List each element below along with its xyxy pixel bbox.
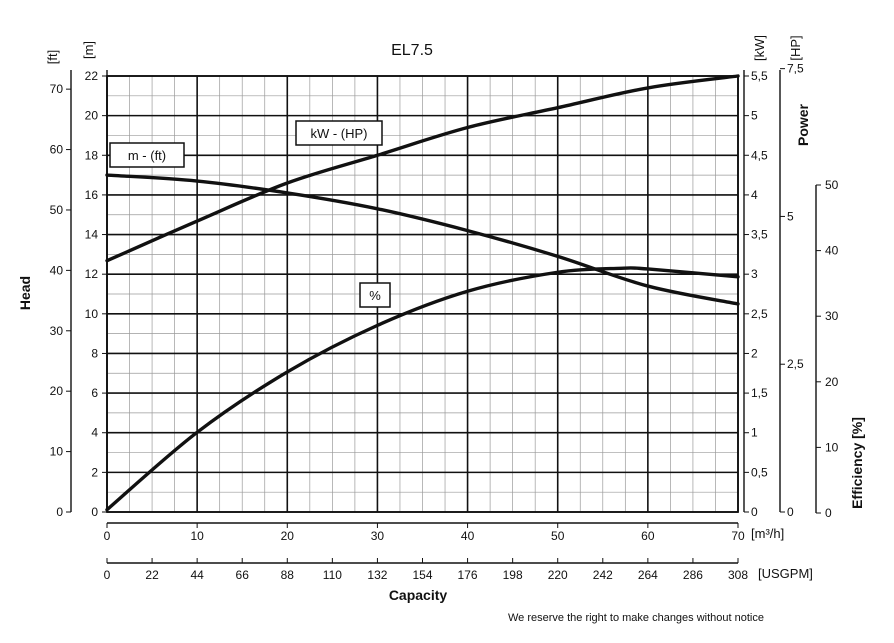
usgpm-tick-label: 286 (683, 568, 703, 582)
hp-tick-label: 7,5 (787, 62, 804, 76)
capacity-axis-title: Capacity (389, 587, 448, 603)
disclaimer-note: We reserve the right to make changes wit… (508, 612, 764, 624)
power-axis-unit-kw: [kW] (752, 35, 767, 61)
m-tick-label: 12 (85, 267, 99, 281)
ft-tick-label: 50 (50, 203, 64, 217)
m3h-tick-label: 30 (371, 529, 385, 543)
power-curve-label-box (295, 120, 383, 146)
x-axis-unit-usgpm: [USGPM] (758, 566, 813, 581)
usgpm-tick-label: 154 (412, 568, 432, 582)
efficiency-tick-label: 20 (825, 375, 839, 389)
head-axis-title: Head (17, 276, 33, 310)
hp-tick-label: 2,5 (787, 357, 804, 371)
chart-title: EL7.5 (391, 42, 433, 59)
head-curve (105, 173, 740, 306)
efficiency-axis-title: Efficiency [%] (849, 417, 865, 509)
m3h-tick-label: 70 (731, 529, 745, 543)
ft-tick-label: 40 (50, 263, 64, 277)
ft-tick-label: 30 (50, 324, 64, 338)
left-axis-unit-ft: [ft] (45, 50, 60, 64)
ft-tick-label: 0 (56, 505, 63, 519)
m3h-tick-label: 10 (190, 529, 204, 543)
ft-tick-label: 60 (50, 143, 64, 157)
usgpm-tick-label: 176 (458, 568, 478, 582)
axes (66, 68, 821, 564)
power-curve (105, 74, 740, 263)
usgpm-tick-label: 0 (104, 568, 111, 582)
efficiency-curve-label-box (359, 282, 391, 308)
m-tick-label: 4 (91, 426, 98, 440)
kw-tick-label: 5 (751, 109, 758, 123)
m-tick-label: 22 (85, 69, 99, 83)
m-tick-label: 0 (91, 505, 98, 519)
usgpm-tick-label: 110 (323, 568, 342, 582)
m3h-tick-label: 0 (104, 529, 111, 543)
m-tick-label: 6 (91, 386, 98, 400)
m-tick-label: 14 (85, 228, 99, 242)
curve-labels: m - (ft) kW - (HP) % (109, 120, 391, 308)
kw-tick-label: 0 (751, 505, 758, 519)
m-tick-label: 18 (85, 148, 99, 162)
m3h-tick-label: 20 (281, 529, 295, 543)
ft-tick-label: 70 (50, 82, 64, 96)
efficiency-tick-label: 30 (825, 309, 839, 323)
hp-tick-label: 5 (787, 209, 794, 223)
kw-tick-label: 2 (751, 346, 758, 360)
kw-tick-label: 1 (751, 426, 758, 440)
x-axis-unit-m3h: [m³/h] (751, 526, 784, 541)
kw-tick-label: 5,5 (751, 69, 768, 83)
usgpm-tick-label: 264 (638, 568, 658, 582)
performance-curves (105, 74, 740, 512)
efficiency-tick-label: 50 (825, 178, 839, 192)
usgpm-tick-label: 308 (728, 568, 748, 582)
efficiency-curve-label: % (369, 288, 381, 303)
power-axis-title: Power (795, 103, 811, 146)
kw-tick-label: 3,5 (751, 228, 768, 242)
kw-tick-label: 4 (751, 188, 758, 202)
m-tick-label: 20 (85, 109, 99, 123)
head-curve-label: m - (ft) (128, 148, 166, 163)
ft-tick-label: 10 (50, 445, 64, 459)
efficiency-tick-label: 10 (825, 440, 839, 454)
usgpm-tick-label: 242 (593, 568, 613, 582)
usgpm-tick-label: 132 (367, 568, 387, 582)
m-tick-label: 2 (91, 465, 98, 479)
kw-tick-label: 1,5 (751, 386, 768, 400)
usgpm-tick-label: 220 (548, 568, 568, 582)
m3h-tick-label: 60 (641, 529, 655, 543)
hp-tick-label: 0 (787, 505, 794, 519)
m3h-tick-label: 40 (461, 529, 475, 543)
m-tick-label: 8 (91, 346, 98, 360)
power-axis-unit-hp: [HP] (788, 35, 803, 60)
m-tick-label: 16 (85, 188, 99, 202)
kw-tick-label: 3 (751, 267, 758, 281)
kw-tick-label: 2,5 (751, 307, 768, 321)
m3h-tick-label: 50 (551, 529, 565, 543)
efficiency-curve (105, 266, 740, 512)
usgpm-tick-label: 66 (236, 568, 250, 582)
m-tick-label: 10 (85, 307, 99, 321)
power-curve-label: kW - (HP) (310, 126, 367, 141)
head-curve-label-box (109, 142, 185, 168)
usgpm-tick-label: 198 (503, 568, 523, 582)
ft-tick-label: 20 (50, 384, 64, 398)
usgpm-tick-label: 88 (281, 568, 295, 582)
usgpm-tick-label: 44 (190, 568, 204, 582)
kw-tick-label: 4,5 (751, 148, 768, 162)
efficiency-tick-label: 0 (825, 506, 832, 520)
kw-tick-label: 0,5 (751, 465, 768, 479)
left-axis-unit-m: [m] (81, 41, 96, 59)
tick-labels: 024681012141618202201020304050607000,511… (50, 62, 839, 582)
efficiency-tick-label: 40 (825, 244, 839, 258)
usgpm-tick-label: 22 (145, 568, 159, 582)
